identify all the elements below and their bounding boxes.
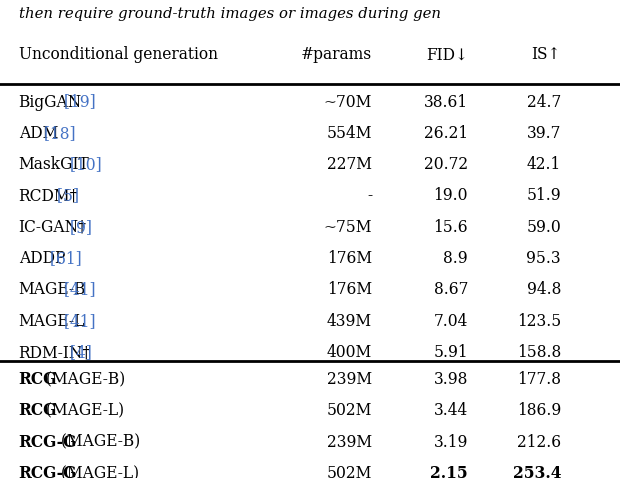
Text: 15.6: 15.6 — [433, 219, 468, 236]
Text: MAGE-L: MAGE-L — [19, 313, 85, 330]
Text: 39.7: 39.7 — [527, 125, 561, 142]
Text: 176M: 176M — [327, 282, 372, 298]
Text: MAGE-B: MAGE-B — [19, 282, 86, 298]
Text: 502M: 502M — [327, 402, 372, 419]
Text: 59.0: 59.0 — [526, 219, 561, 236]
Text: 212.6: 212.6 — [517, 434, 561, 451]
Text: 38.61: 38.61 — [424, 94, 468, 110]
Text: 3.19: 3.19 — [434, 434, 468, 451]
Text: ADM: ADM — [19, 125, 58, 142]
Text: Unconditional generation: Unconditional generation — [19, 46, 218, 63]
Text: 2.15: 2.15 — [430, 465, 468, 478]
Text: [18]: [18] — [38, 125, 75, 142]
Text: MaskGIT: MaskGIT — [19, 156, 89, 173]
Text: 19.0: 19.0 — [433, 187, 468, 205]
Text: 24.7: 24.7 — [527, 94, 561, 110]
Text: 8.67: 8.67 — [434, 282, 468, 298]
Text: 186.9: 186.9 — [517, 402, 561, 419]
Text: #params: #params — [301, 46, 372, 63]
Text: 3.98: 3.98 — [434, 371, 468, 388]
Text: ~75M: ~75M — [324, 219, 372, 236]
Text: 176M: 176M — [327, 250, 372, 267]
Text: 42.1: 42.1 — [527, 156, 561, 173]
Text: [19]: [19] — [59, 94, 95, 110]
Text: FID↓: FID↓ — [426, 46, 468, 63]
Text: IS↑: IS↑ — [531, 46, 561, 63]
Text: [10]: [10] — [66, 156, 102, 173]
Text: then require ground-truth images or images during gen: then require ground-truth images or imag… — [19, 7, 441, 21]
Text: 95.3: 95.3 — [526, 250, 561, 267]
Text: [9]: [9] — [66, 219, 92, 236]
Text: ~70M: ~70M — [324, 94, 372, 110]
Text: RCG: RCG — [19, 371, 57, 388]
Text: 502M: 502M — [327, 465, 372, 478]
Text: 400M: 400M — [327, 344, 372, 361]
Text: 7.04: 7.04 — [434, 313, 468, 330]
Text: 26.21: 26.21 — [424, 125, 468, 142]
Text: RCDM†: RCDM† — [19, 187, 78, 205]
Text: 227M: 227M — [327, 156, 372, 173]
Text: ADDP: ADDP — [19, 250, 65, 267]
Text: -: - — [367, 187, 372, 205]
Text: 158.8: 158.8 — [517, 344, 561, 361]
Text: [41]: [41] — [59, 313, 95, 330]
Text: 51.9: 51.9 — [526, 187, 561, 205]
Text: (MAGE-L): (MAGE-L) — [56, 465, 140, 478]
Text: (MAGE-L): (MAGE-L) — [42, 402, 125, 419]
Text: RCG-G: RCG-G — [19, 434, 77, 451]
Text: RCG-G: RCG-G — [19, 465, 77, 478]
Text: 554M: 554M — [327, 125, 372, 142]
Text: IC-GAN†: IC-GAN† — [19, 219, 87, 236]
Text: 123.5: 123.5 — [517, 313, 561, 330]
Text: 239M: 239M — [327, 371, 372, 388]
Text: (MAGE-B): (MAGE-B) — [42, 371, 125, 388]
Text: (MAGE-B): (MAGE-B) — [56, 434, 141, 451]
Text: 20.72: 20.72 — [424, 156, 468, 173]
Text: 3.44: 3.44 — [434, 402, 468, 419]
Text: [5]: [5] — [52, 187, 79, 205]
Text: [4]: [4] — [66, 344, 92, 361]
Text: [41]: [41] — [59, 282, 95, 298]
Text: 439M: 439M — [327, 313, 372, 330]
Text: BigGAN: BigGAN — [19, 94, 82, 110]
Text: 8.9: 8.9 — [443, 250, 468, 267]
Text: [61]: [61] — [45, 250, 82, 267]
Text: 253.4: 253.4 — [513, 465, 561, 478]
Text: 239M: 239M — [327, 434, 372, 451]
Text: RCG: RCG — [19, 402, 57, 419]
Text: 5.91: 5.91 — [433, 344, 468, 361]
Text: RDM-IN†: RDM-IN† — [19, 344, 91, 361]
Text: 177.8: 177.8 — [517, 371, 561, 388]
Text: 94.8: 94.8 — [527, 282, 561, 298]
